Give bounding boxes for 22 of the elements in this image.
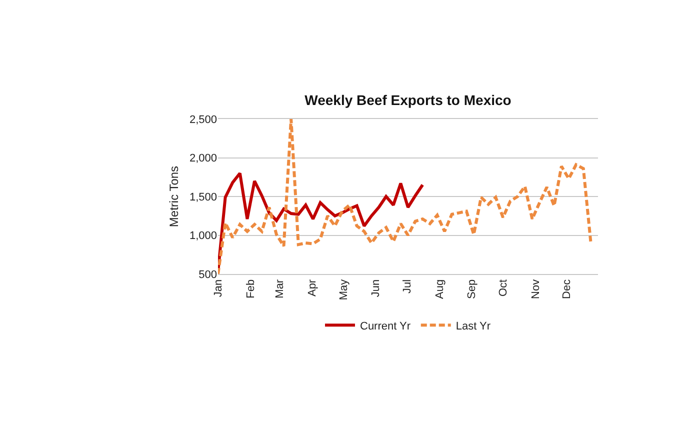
y-tick-label: 2,500 [189, 114, 217, 126]
y-tick-label: 500 [198, 268, 217, 281]
x-tick-label: Jan [212, 279, 225, 298]
x-tick-label: Aug [434, 279, 446, 299]
y-axis-title: Metric Tons [166, 166, 181, 228]
x-tick-label: Jul [402, 279, 414, 294]
x-tick-label: Jun [370, 279, 382, 298]
x-tick-label: Feb [244, 279, 257, 298]
x-tick-label: May [338, 278, 350, 300]
chart-title: Weekly Beef Exports to Mexico [304, 92, 512, 108]
x-tick-label: Dec [561, 278, 574, 299]
x-tick-label: Sep [466, 279, 478, 299]
x-tick-label: Mar [274, 279, 286, 298]
y-tick-label: 1,000 [189, 230, 217, 242]
y-tick-label: 2,000 [189, 152, 217, 165]
line-series [218, 119, 592, 274]
x-tick-label: Oct [498, 279, 510, 297]
x-tick-label: Apr [306, 279, 319, 297]
legend-label: Last Yr [456, 320, 491, 332]
x-tick-label: Nov [530, 278, 542, 299]
y-tick-label: 1,500 [189, 191, 217, 204]
legend-label: Current Yr [360, 320, 411, 332]
